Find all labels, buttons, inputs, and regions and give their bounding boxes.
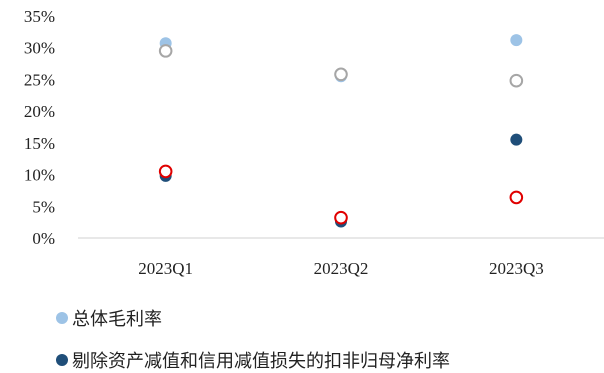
y-tick-label: 35% [24,7,55,26]
legend-marker-gross-margin [56,312,68,324]
data-point-series-1 [334,67,348,82]
data-point-series-0 [510,34,523,47]
y-tick-label: 20% [24,102,55,121]
x-axis-ticks: 2023Q1 2023Q2 2023Q3 [138,259,543,278]
legend-item-gross-margin: 总体毛利率 [56,305,162,331]
legend-label-gross-margin: 总体毛利率 [72,309,162,330]
data-point-series-3 [509,190,524,205]
legend-marker-net-margin [56,354,68,366]
data-point-series-2 [510,133,523,146]
legend-label-net-margin: 剔除资产减值和信用减值损失的扣非归母净利率 [72,351,450,372]
y-tick-label: 15% [24,134,55,153]
data-point-series-3 [334,210,348,225]
scatter-chart: 0%5%10%15%20%25%30%35% 2023Q1 2023Q2 2023Q… [24,7,604,278]
x-tick-label: 2023Q2 [314,259,369,278]
data-point-series-1 [158,44,173,58]
y-tick-label: 5% [32,197,55,216]
data-point-series-3 [158,164,173,179]
y-axis-ticks: 0% 5% 10% 15% 20% 25% 30% 35% [24,7,55,248]
x-tick-label: 2023Q3 [489,259,544,278]
legend-item-net-margin: 剔除资产减值和信用减值损失的扣非归母净利率 [56,347,450,373]
y-tick-label: 25% [24,70,55,89]
y-tick-label: 0% [32,229,55,248]
data-point-series-1 [509,73,524,88]
y-tick-label: 10% [24,166,55,185]
y-tick-label: 30% [24,39,55,58]
data-points [158,34,524,228]
x-tick-label: 2023Q1 [138,259,193,278]
